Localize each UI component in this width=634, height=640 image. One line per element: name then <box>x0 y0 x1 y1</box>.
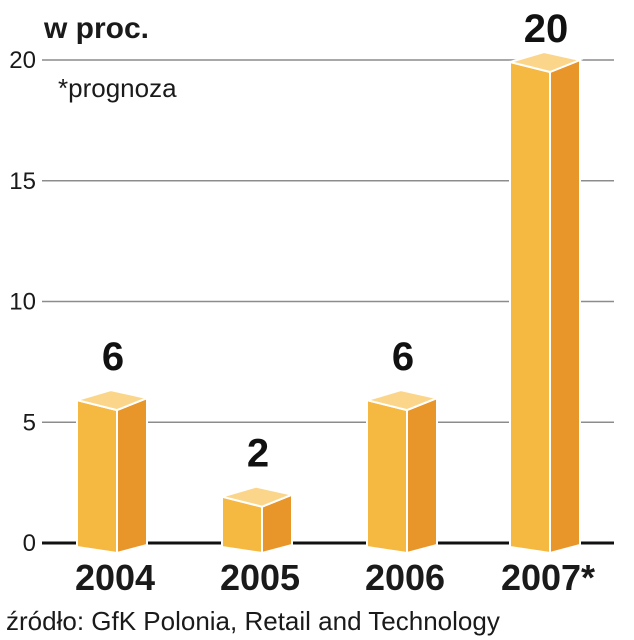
bar-side-face <box>406 396 438 555</box>
x-category-label: 2007* <box>501 557 595 598</box>
bar-front-face <box>76 398 118 555</box>
bar <box>506 50 584 555</box>
y-tick-label: 10 <box>9 289 36 316</box>
bars <box>73 50 584 555</box>
x-category-label: 2005 <box>220 557 300 598</box>
bar-side-face <box>116 396 148 555</box>
bar-front-face <box>509 60 551 555</box>
bar-side-face <box>549 58 581 555</box>
x-category-label: 2006 <box>365 557 445 598</box>
bar-top-face <box>218 485 296 508</box>
bar-top-face <box>73 389 151 412</box>
bar-front-face <box>366 398 408 555</box>
data-labels: 6 2 6 20 <box>102 7 568 476</box>
y-tick-label: 5 <box>23 409 36 436</box>
bar <box>218 485 296 555</box>
unit-label: w proc. <box>43 12 149 45</box>
y-tick-label: 20 <box>9 47 36 74</box>
y-tick-label: 15 <box>9 168 36 195</box>
source-note: źródło: GfK Polonia, Retail and Technolo… <box>6 606 500 636</box>
x-category-label: 2004 <box>75 557 155 598</box>
data-label: 6 <box>392 335 414 379</box>
x-axis: 2004 2005 2006 2007* <box>75 557 595 598</box>
forecast-note: *prognoza <box>58 73 177 103</box>
y-axis: 0 5 10 15 20 <box>9 47 36 557</box>
data-label: 2 <box>247 432 269 476</box>
bar <box>73 389 151 555</box>
y-tick-label: 0 <box>23 530 36 557</box>
data-label: 6 <box>102 335 124 379</box>
bar-top-face <box>363 389 441 412</box>
bar <box>363 389 441 555</box>
data-label: 20 <box>524 7 569 51</box>
bar-top-face <box>506 50 584 74</box>
